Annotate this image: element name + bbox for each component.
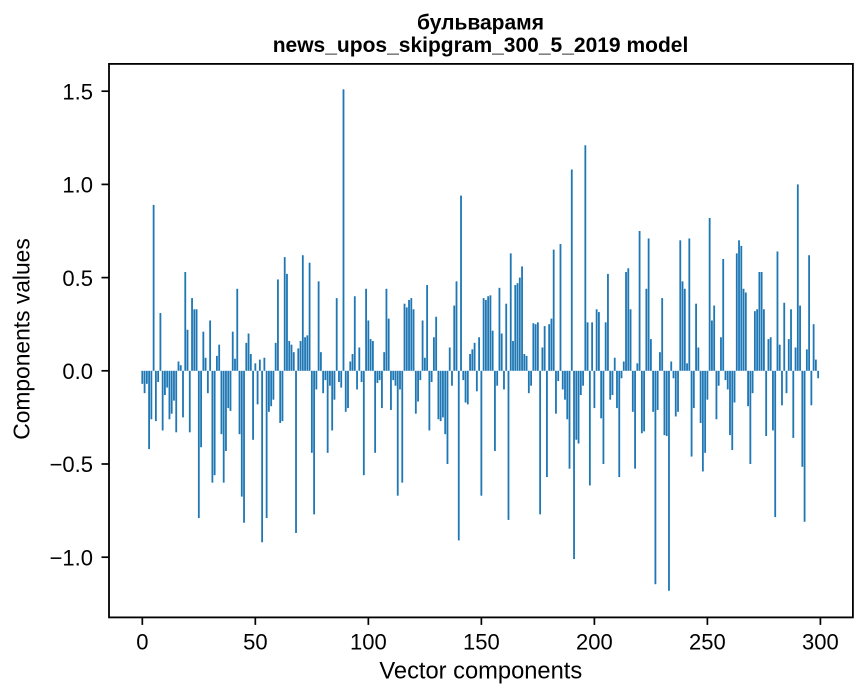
- svg-text:200: 200: [576, 629, 613, 654]
- svg-text:0: 0: [136, 629, 148, 654]
- svg-text:Vector components: Vector components: [379, 658, 582, 684]
- svg-text:Components values: Components values: [9, 238, 35, 440]
- svg-text:150: 150: [463, 629, 500, 654]
- svg-text:−0.5: −0.5: [50, 452, 93, 477]
- svg-text:0.5: 0.5: [62, 266, 93, 291]
- svg-text:0.0: 0.0: [62, 359, 93, 384]
- svg-text:−1.0: −1.0: [50, 545, 93, 570]
- svg-text:news_upos_skipgram_300_5_2019: news_upos_skipgram_300_5_2019 model: [273, 34, 689, 57]
- svg-text:100: 100: [350, 629, 387, 654]
- svg-text:300: 300: [802, 629, 839, 654]
- svg-text:50: 50: [243, 629, 267, 654]
- svg-text:250: 250: [689, 629, 726, 654]
- svg-text:1.0: 1.0: [62, 173, 93, 198]
- svg-text:бульварамя: бульварамя: [417, 12, 544, 35]
- svg-text:1.5: 1.5: [62, 79, 93, 104]
